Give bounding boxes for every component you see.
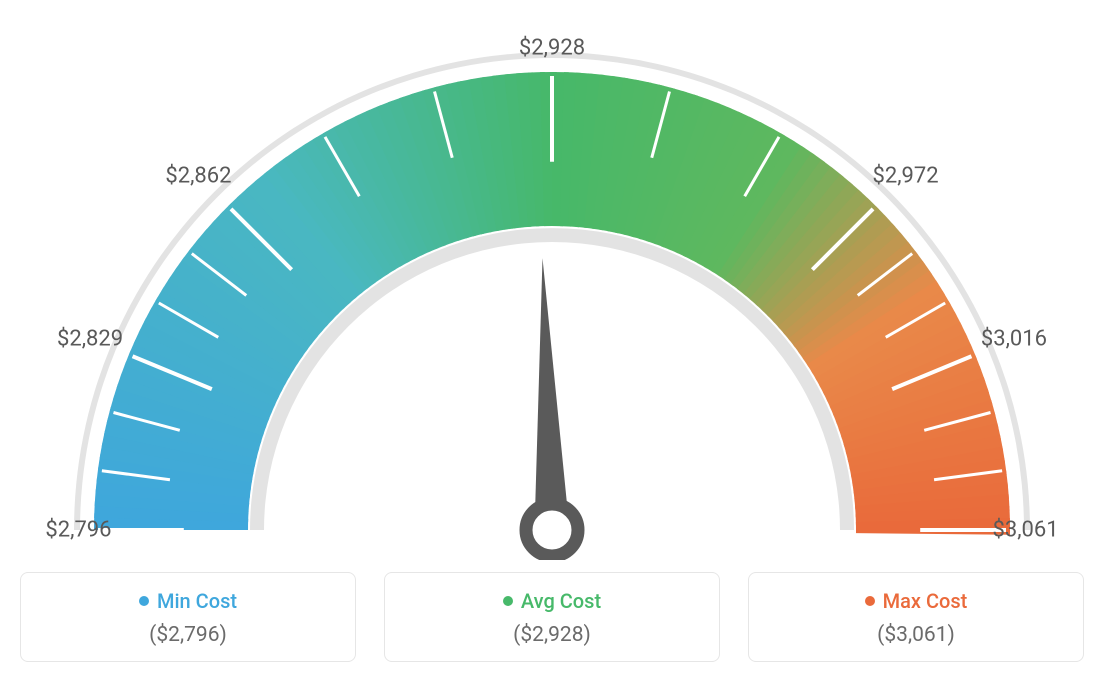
gauge-scale-label: $2,796 — [45, 518, 111, 543]
cost-gauge-widget: $2,796 $2,829 $2,862 $2,928 $2,972 $3,016 $3,0… — [20, 20, 1084, 662]
legend-card-avg: Avg Cost ($2,928) — [384, 572, 720, 662]
legend-title-min-text: Min Cost — [157, 589, 237, 613]
legend-row: Min Cost ($2,796) Avg Cost ($2,928) Max … — [20, 572, 1084, 662]
legend-dot-min — [139, 596, 149, 606]
gauge-scale-label: $2,862 — [165, 164, 231, 189]
legend-dot-max — [865, 596, 875, 606]
legend-title-max-text: Max Cost — [883, 589, 968, 613]
legend-title-min: Min Cost — [139, 589, 237, 613]
gauge-scale-label: $3,016 — [981, 326, 1047, 351]
legend-value-avg: ($2,928) — [397, 623, 707, 647]
gauge-svg — [20, 20, 1084, 560]
gauge-chart: $2,796 $2,829 $2,862 $2,928 $2,972 $3,016 $3,0… — [20, 20, 1084, 560]
legend-card-max: Max Cost ($3,061) — [748, 572, 1084, 662]
gauge-scale-label: $2,972 — [872, 164, 938, 189]
legend-value-max: ($3,061) — [761, 623, 1071, 647]
gauge-scale-label: $3,061 — [992, 518, 1058, 543]
legend-card-min: Min Cost ($2,796) — [20, 572, 356, 662]
legend-dot-avg — [503, 596, 513, 606]
legend-title-max: Max Cost — [865, 589, 968, 613]
gauge-scale-label: $2,928 — [519, 36, 585, 61]
gauge-scale-label: $2,829 — [57, 326, 123, 351]
legend-title-avg: Avg Cost — [503, 589, 601, 613]
legend-title-avg-text: Avg Cost — [521, 589, 601, 613]
legend-value-min: ($2,796) — [33, 623, 343, 647]
